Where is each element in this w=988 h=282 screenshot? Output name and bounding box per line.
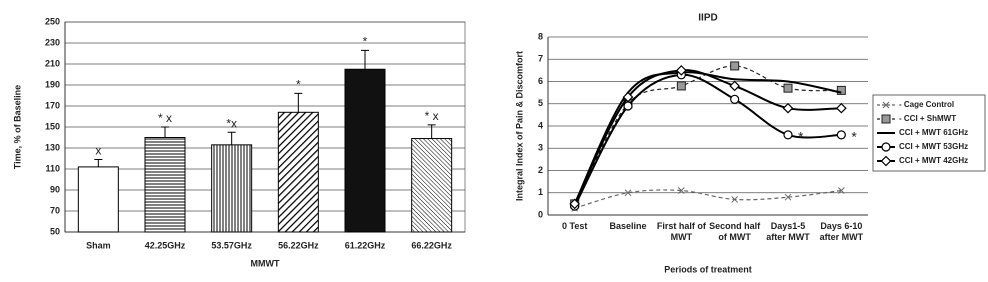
point-marker xyxy=(783,130,793,140)
y-tick-label: 4 xyxy=(538,120,543,130)
legend-label: CCI + MWT 42GHz xyxy=(899,156,968,165)
legend-marker xyxy=(881,142,891,152)
bar xyxy=(144,137,186,233)
y-tick-label: 130 xyxy=(45,142,60,152)
point-marker xyxy=(730,61,740,71)
x-tick-label: Second half of MWT xyxy=(709,221,761,242)
legend-label: - CCI + ShMWT xyxy=(899,114,956,123)
y-tick-label: 230 xyxy=(45,37,60,47)
bar xyxy=(411,138,453,233)
x-tick-label: First half of MWT xyxy=(656,221,706,242)
point-annotation: * xyxy=(798,129,804,145)
y-tick-label: 250 xyxy=(45,16,60,26)
bar xyxy=(211,144,253,233)
error-bar xyxy=(161,126,169,138)
bar xyxy=(277,111,319,233)
point-marker xyxy=(731,196,739,203)
error-bar xyxy=(294,92,303,113)
x-tick-label: Baseline xyxy=(609,221,647,231)
bar-annotation: * xyxy=(296,78,301,92)
x-axis-label: Periods of treatment xyxy=(664,264,752,274)
y-tick-label: 3 xyxy=(538,143,543,153)
error-bar xyxy=(94,159,103,167)
bar-annotation: * x xyxy=(158,111,172,125)
y-tick-label: 210 xyxy=(45,58,60,68)
y-tick-label: 7 xyxy=(538,54,543,64)
point-marker xyxy=(835,102,847,114)
x-tick-label: 61.22GHz xyxy=(345,240,386,250)
point-marker xyxy=(623,101,633,111)
legend-label: CCI + MWT 61GHz xyxy=(899,128,968,137)
x-tick-label: 0 Test xyxy=(561,221,588,231)
point-marker xyxy=(569,198,581,210)
point-marker xyxy=(784,193,792,201)
point-marker xyxy=(729,80,741,92)
y-tick-label: 2 xyxy=(538,165,543,175)
y-axis-label: Time, % of Baseline xyxy=(12,85,22,169)
y-tick-label: 0 xyxy=(538,209,543,219)
y-tick-label: 110 xyxy=(45,163,60,173)
y-tick-label: 1 xyxy=(538,187,543,197)
y-axis-label: Integral Index of Pain & Discomfort xyxy=(514,51,524,201)
x-tick-label: Days1-5 after MWT xyxy=(766,221,810,242)
x-tick-label: 56.22GHz xyxy=(278,240,319,250)
y-tick-label: 190 xyxy=(45,79,60,89)
point-marker xyxy=(675,65,687,76)
point-marker xyxy=(730,94,740,104)
chart-title: IIPD xyxy=(698,13,717,24)
point-marker xyxy=(622,91,634,103)
point-marker xyxy=(836,130,846,140)
legend-marker xyxy=(881,114,891,124)
legend-label: - Cage Control xyxy=(899,100,954,109)
error-bar xyxy=(361,49,369,70)
y-tick-label: 50 xyxy=(50,226,60,236)
legend-marker xyxy=(880,155,892,167)
series-line xyxy=(574,189,842,209)
x-tick-label: 53.57GHz xyxy=(211,240,252,250)
bar-annotation: *x xyxy=(226,116,237,130)
bar-annotation: * x xyxy=(425,109,439,123)
y-tick-label: 150 xyxy=(45,121,60,131)
x-tick-label: 42.25GHz xyxy=(145,240,186,250)
legend-label: CCI + MWT 53GHz xyxy=(899,142,968,151)
legend-marker xyxy=(882,101,890,109)
error-bar xyxy=(427,124,436,139)
y-tick-label: 8 xyxy=(538,31,543,41)
bar xyxy=(77,166,119,233)
bar-annotation: * xyxy=(363,35,368,49)
point-marker xyxy=(782,102,794,114)
point-marker xyxy=(836,85,846,95)
point-annotation: * xyxy=(851,129,857,145)
y-tick-label: 5 xyxy=(538,98,543,108)
x-tick-label: 66.22GHz xyxy=(411,240,452,250)
x-axis-label: MMWT xyxy=(251,258,280,268)
x-tick-label: Sham xyxy=(86,240,111,250)
y-tick-label: 70 xyxy=(50,205,60,215)
error-bar xyxy=(227,131,236,145)
point-marker xyxy=(783,83,793,93)
bar xyxy=(344,68,386,233)
x-tick-label: Days 6-10 after MWT xyxy=(819,221,864,242)
point-marker xyxy=(676,81,686,91)
point-marker xyxy=(624,189,632,197)
y-tick-label: 90 xyxy=(50,184,60,194)
y-tick-label: 6 xyxy=(538,76,543,86)
series-line xyxy=(573,71,842,205)
point-marker xyxy=(677,187,685,194)
y-tick-label: 170 xyxy=(45,100,60,110)
point-marker xyxy=(837,187,845,194)
bar-annotation: x xyxy=(95,144,101,158)
